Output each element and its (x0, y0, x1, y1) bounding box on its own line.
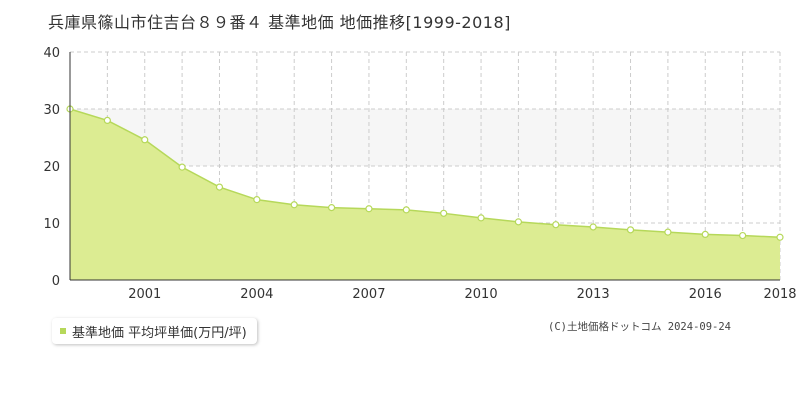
data-point (178, 163, 186, 171)
data-point (776, 233, 784, 241)
x-tick-label: 2013 (577, 287, 610, 302)
series-area (70, 109, 780, 280)
x-tick-label: 2018 (763, 287, 796, 302)
y-tick-label: 40 (43, 46, 60, 61)
data-point (589, 223, 597, 231)
data-point (253, 196, 261, 204)
data-point (664, 228, 672, 236)
chart-title: 兵庫県篠山市住吉台８９番４ 基準地価 地価推移[1999-2018] (48, 13, 511, 32)
data-point (514, 218, 523, 226)
legend-swatch (60, 328, 66, 334)
data-point (402, 206, 410, 214)
y-tick-label: 10 (43, 217, 60, 232)
data-point (103, 116, 111, 125)
data-point (365, 205, 373, 213)
data-point (701, 230, 709, 238)
x-tick-label: 2007 (352, 287, 385, 302)
data-point (739, 231, 747, 240)
x-tick-label: 2001 (128, 287, 161, 302)
data-point (440, 209, 448, 217)
y-tick-label: 30 (43, 103, 60, 118)
x-tick-label: 2016 (689, 287, 722, 302)
legend-label: 基準地価 平均坪単価(万円/坪) (72, 325, 247, 341)
y-tick-label: 0 (52, 274, 60, 289)
data-point (327, 204, 336, 212)
x-tick-label: 2004 (240, 287, 273, 302)
data-point (141, 136, 149, 144)
x-tick-label: 2010 (465, 287, 498, 302)
plot-band-top (70, 52, 780, 109)
y-tick-label: 20 (43, 160, 60, 175)
data-point (552, 221, 560, 229)
copyright: (C)土地価格ドットコム 2024-09-24 (548, 321, 732, 333)
data-point (215, 183, 224, 191)
data-point (477, 214, 485, 222)
data-point (626, 226, 635, 234)
legend: 基準地価 平均坪単価(万円/坪) (52, 318, 257, 344)
series-line (69, 108, 781, 238)
data-point (290, 201, 298, 209)
plot-band (70, 109, 780, 166)
